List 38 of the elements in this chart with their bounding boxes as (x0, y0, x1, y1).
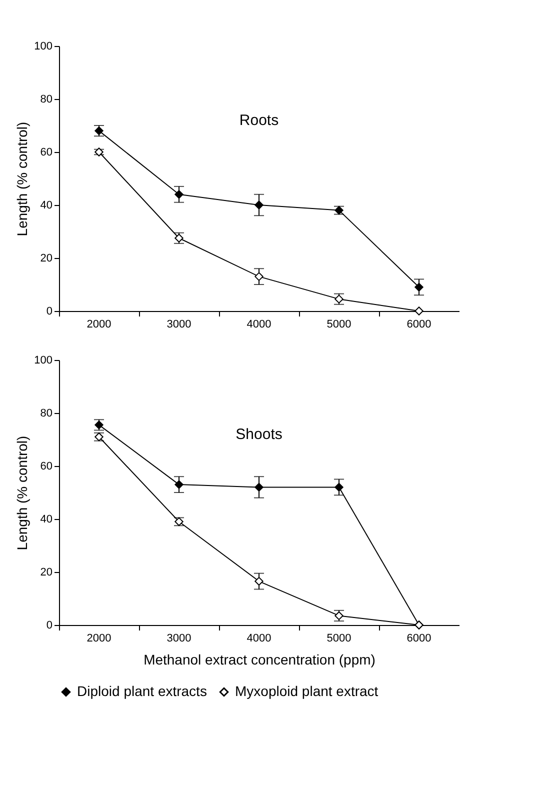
x-tick-label: 3000 (166, 632, 192, 644)
x-tick-label: 2000 (86, 318, 112, 330)
y-tick-label: 40 (40, 200, 52, 212)
legend-label: Myxoploid plant extract (235, 683, 378, 699)
y-tick-label: 60 (40, 146, 52, 158)
y-tick-label: 100 (34, 354, 52, 366)
y-tick-label: 80 (40, 408, 52, 420)
point (174, 190, 184, 199)
y-tick-label: 20 (40, 252, 52, 264)
point (414, 282, 424, 292)
y-axis-title: Length (% control) (14, 122, 30, 236)
point (414, 306, 424, 316)
x-tick-label: 5000 (326, 632, 352, 644)
point (174, 480, 184, 489)
point (254, 272, 264, 281)
legend-label: Diploid plant extracts (77, 683, 207, 699)
y-tick-label: 80 (40, 94, 52, 106)
y-axis-title: Length (% control) (14, 436, 30, 550)
x-axis-title: Methanol extract concentration (ppm) (144, 652, 376, 668)
y-tick-label: 20 (40, 566, 52, 578)
annotation: Roots (239, 112, 279, 130)
y-tick-label: 100 (34, 40, 52, 52)
y-tick-label: 0 (46, 306, 52, 318)
x-tick-label: 4000 (246, 632, 272, 644)
y-tick-label: 40 (40, 514, 52, 526)
point (254, 576, 264, 586)
x-tick-label: 3000 (166, 318, 192, 330)
x-tick-label: 4000 (246, 318, 272, 330)
annotation: Shoots (236, 426, 282, 444)
x-tick-label: 6000 (406, 632, 432, 644)
point (254, 482, 264, 492)
x-tick-label: 2000 (86, 632, 112, 644)
y-tick-label: 0 (46, 620, 52, 632)
x-tick-label: 6000 (406, 318, 432, 330)
point (254, 200, 264, 210)
x-tick-label: 5000 (326, 318, 352, 330)
y-tick-label: 60 (40, 460, 52, 472)
point (334, 482, 344, 492)
